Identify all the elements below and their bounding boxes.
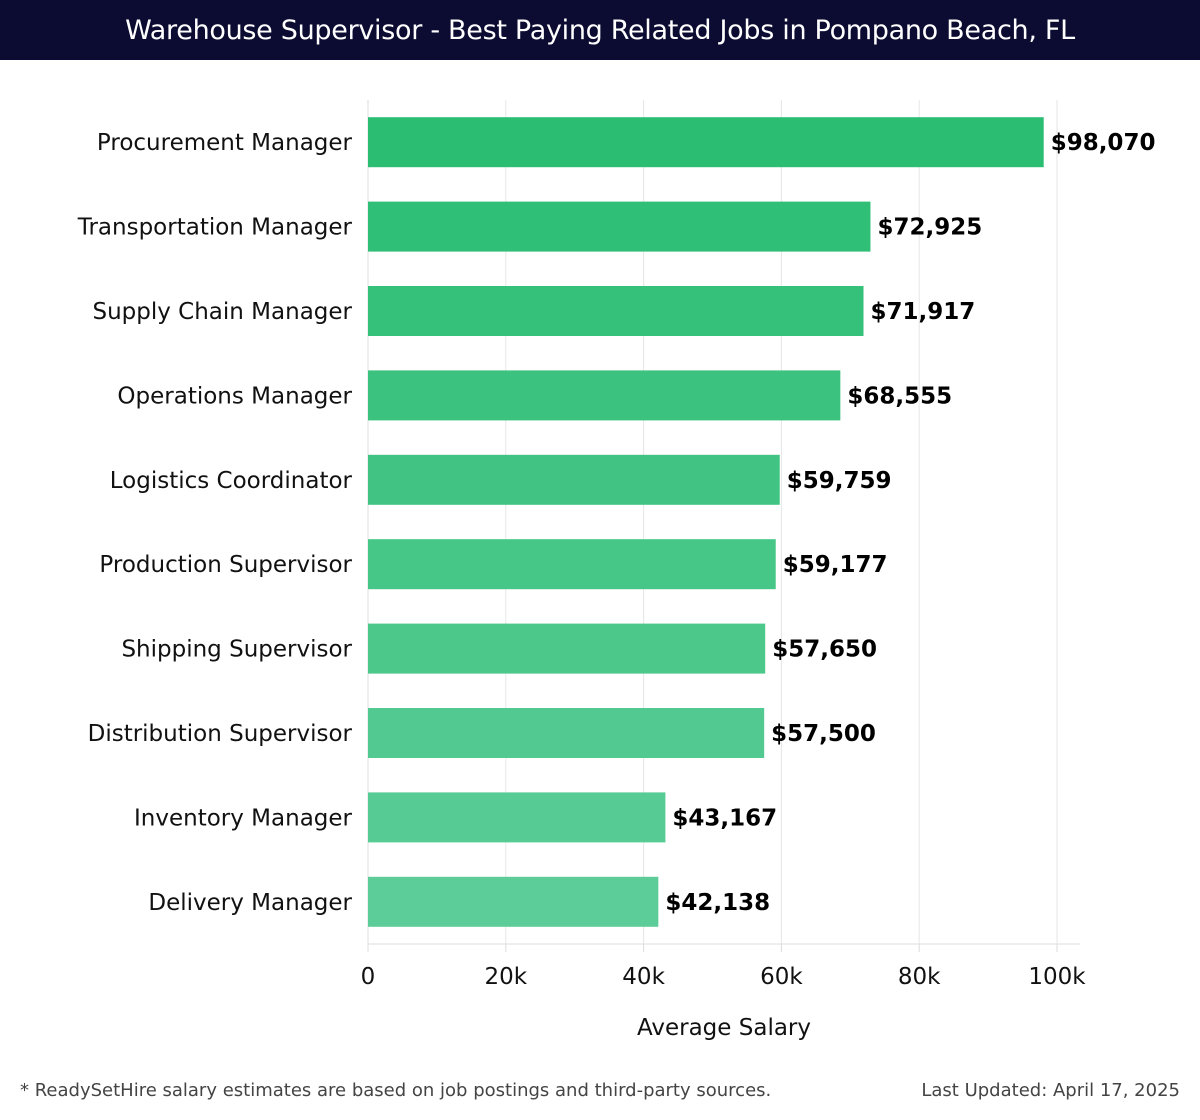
bar [368,792,666,843]
x-tick-label: 60k [760,964,803,990]
x-tick-label: 100k [1028,964,1086,990]
bar [368,876,659,927]
bar [368,370,841,421]
title-bar: Warehouse Supervisor - Best Paying Relat… [0,0,1200,60]
category-label: Production Supervisor [99,552,352,578]
last-updated: Last Updated: April 17, 2025 [921,1080,1180,1101]
chart-title: Warehouse Supervisor - Best Paying Relat… [125,14,1075,46]
category-label: Shipping Supervisor [121,637,352,663]
value-label: $43,167 [672,805,777,831]
value-label: $68,555 [847,383,952,409]
bar [368,201,871,252]
x-tick-label: 20k [485,964,528,990]
bar-chart: Procurement Manager $98,070 Transportation… [77,100,1156,1041]
bar [368,286,864,336]
category-label: Transportation Manager [77,215,353,241]
category-label: Operations Manager [117,383,352,409]
bar [368,623,766,674]
value-label: $59,759 [787,468,892,494]
x-tick-label: 0 [361,964,376,990]
bar [368,454,780,505]
category-label: Distribution Supervisor [88,721,353,747]
value-label: $57,650 [772,637,877,663]
footer-note: * ReadySetHire salary estimates are base… [20,1080,772,1101]
value-label: $72,925 [877,215,982,241]
bar [368,539,776,590]
x-tick-label: 40k [622,964,665,990]
value-label: $71,917 [871,299,976,325]
value-label: $59,177 [783,552,888,578]
value-label: $42,138 [665,890,770,916]
category-label: Delivery Manager [148,890,352,916]
category-label: Inventory Manager [134,805,353,831]
bar [368,708,765,758]
category-label: Supply Chain Manager [92,299,352,325]
value-label: $57,500 [771,721,876,747]
category-label: Logistics Coordinator [110,468,353,494]
value-label: $98,070 [1051,130,1156,156]
x-axis-title: Average Salary [637,1015,811,1041]
bar [368,117,1044,168]
x-tick-label: 80k [898,964,941,990]
category-label: Procurement Manager [97,130,353,156]
